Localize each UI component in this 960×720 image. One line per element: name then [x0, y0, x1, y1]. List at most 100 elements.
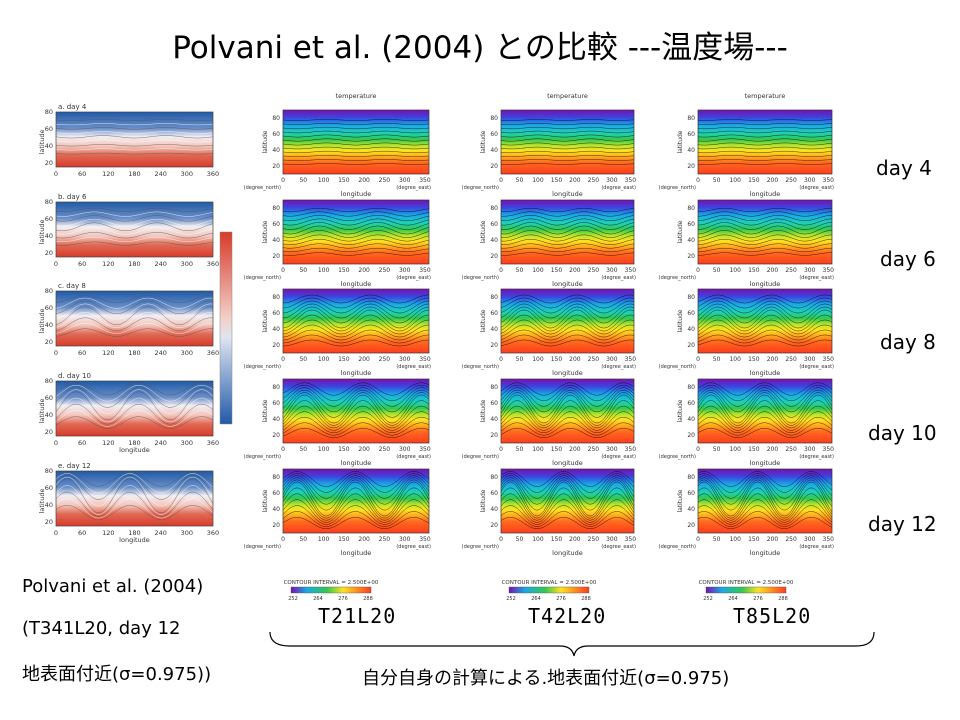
contour-line — [282, 324, 430, 338]
x-tick-label: 250 — [588, 536, 600, 543]
y-tick-label: 40 — [687, 237, 695, 244]
x-tick-label: 60 — [78, 439, 86, 447]
reference-panel-frame — [55, 111, 214, 168]
x-tick-label: 0 — [696, 267, 700, 274]
y-tick-label: 40 — [45, 321, 53, 329]
x-unit-label: (degree_east) — [396, 364, 431, 370]
y-axis-label: latitude — [677, 130, 684, 153]
x-tick-label: 150 — [551, 536, 563, 543]
model-panel: 20 40 60 80 0 50 100 150 200 250 300 350 (degree_nor… — [462, 468, 636, 557]
y-tick-label: 60 — [490, 490, 498, 497]
contour-line — [55, 236, 214, 242]
x-tick-label: 250 — [588, 356, 600, 363]
x-tick-label: 100 — [532, 536, 544, 543]
y-tick-label: 40 — [490, 326, 498, 333]
contour-line — [282, 130, 430, 134]
x-unit-label: (degree_east) — [799, 364, 834, 370]
model-panel: 20 40 60 80 0 50 100 150 200 250 300 350 (degree_nor… — [659, 199, 834, 288]
contour-line — [55, 391, 214, 421]
x-tick-label: 300 — [181, 170, 193, 178]
contour-line — [55, 135, 214, 139]
x-tick-label: 60 — [78, 170, 86, 178]
contour-line — [55, 387, 214, 408]
contour-line — [282, 387, 430, 407]
x-tick-label: 300 — [181, 260, 193, 268]
model-panel: 20 40 60 80 0 50 100 150 200 250 300 350 (degree_nor… — [659, 468, 834, 557]
contour-line — [500, 505, 635, 525]
x-tick-label: 150 — [748, 356, 760, 363]
contour-line — [697, 303, 833, 319]
x-tick-label: 350 — [823, 177, 835, 184]
contour-line — [500, 479, 635, 511]
y-unit-label: (degree_north) — [462, 544, 499, 550]
contour-line — [697, 306, 833, 324]
contour-line — [282, 499, 430, 523]
model-panel-frame — [697, 468, 833, 534]
model-panel: temperature 20 40 60 80 0 50 100 150 200 250 300 350… — [659, 92, 835, 198]
x-tick-label: 60 — [78, 529, 86, 537]
model-panel-field — [283, 289, 429, 353]
model-colorbar-bar — [705, 586, 787, 594]
y-unit-label: (degree_north) — [659, 185, 696, 191]
x-tick-label: 200 — [767, 267, 779, 274]
model-panel: 20 40 60 80 0 50 100 150 200 250 300 350 (degree_nor… — [659, 378, 834, 467]
y-tick-label: 40 — [490, 147, 498, 154]
x-unit-label: (degree_east) — [601, 364, 636, 370]
contour-line — [697, 481, 833, 517]
y-tick-label: 40 — [45, 142, 53, 150]
reference-panel: e. day 12 20 40 60 80 0 60 120 180 240 300 360 latit… — [38, 462, 219, 544]
y-tick-label: 60 — [272, 490, 280, 497]
contour-line — [282, 471, 430, 487]
contour-line — [282, 473, 430, 493]
model-panel: 20 40 60 80 0 50 100 150 200 250 300 350 (degree_nor… — [462, 199, 636, 288]
contour-line — [697, 422, 833, 436]
y-tick-label: 20 — [272, 163, 280, 170]
contour-line — [697, 511, 833, 527]
x-axis-label: longitude — [552, 549, 583, 557]
contour-line — [55, 222, 214, 232]
contour-line — [697, 142, 833, 146]
day-label-6: day 6 — [880, 247, 936, 271]
contour-line — [282, 207, 430, 213]
x-tick-label: 250 — [379, 356, 391, 363]
contour-line — [55, 317, 214, 331]
model-panel: 20 40 60 80 0 50 100 150 200 250 300 350 (degree_nor… — [244, 199, 431, 288]
y-tick-label: 20 — [45, 428, 53, 436]
y-tick-label: 20 — [687, 432, 695, 439]
y-tick-label: 40 — [687, 416, 695, 423]
x-axis-label: longitude — [119, 536, 150, 544]
contour-line — [697, 477, 833, 505]
x-tick-label: 300 — [606, 267, 618, 274]
x-tick-label: 100 — [729, 446, 741, 453]
y-axis-label: latitude — [262, 489, 269, 512]
contour-line — [698, 252, 832, 256]
x-tick-label: 350 — [419, 267, 431, 274]
x-unit-label: (degree_east) — [396, 454, 431, 460]
contour-line — [55, 473, 214, 494]
contour-line — [500, 123, 635, 125]
x-tick-label: 350 — [419, 177, 431, 184]
model-panel-field — [283, 379, 429, 443]
contour-interval-label: CONTOUR INTERVAL = 2.500E+00 — [284, 580, 379, 586]
x-tick-label: 250 — [785, 267, 797, 274]
reference-panel: a. day 4 20 40 60 80 0 60 120 180 240 300 360 latitu… — [38, 103, 219, 178]
model-panel: 20 40 60 80 0 50 100 150 200 250 300 350 (degree_nor… — [659, 288, 834, 377]
contour-line — [697, 150, 833, 154]
slide-title: Polvani et al. (2004) との比較 ---温度場--- — [172, 30, 788, 66]
y-tick-label: 40 — [272, 237, 280, 244]
y-tick-label: 40 — [272, 416, 280, 423]
y-tick-label: 80 — [687, 294, 695, 301]
reference-panel-frame — [55, 201, 214, 258]
contour-line — [500, 243, 635, 249]
reference-panel-frame — [55, 290, 214, 347]
contour-line — [500, 387, 635, 407]
y-axis-label: latitude — [262, 220, 269, 243]
model-panel-field — [698, 379, 832, 443]
contour-line — [698, 243, 832, 249]
y-unit-label: (degree_north) — [462, 275, 499, 281]
x-tick-label: 150 — [748, 177, 760, 184]
contour-line — [697, 146, 833, 150]
contour-line — [500, 225, 635, 235]
model-panel: 20 40 60 80 0 50 100 150 200 250 300 350 (degree_nor… — [244, 378, 431, 467]
